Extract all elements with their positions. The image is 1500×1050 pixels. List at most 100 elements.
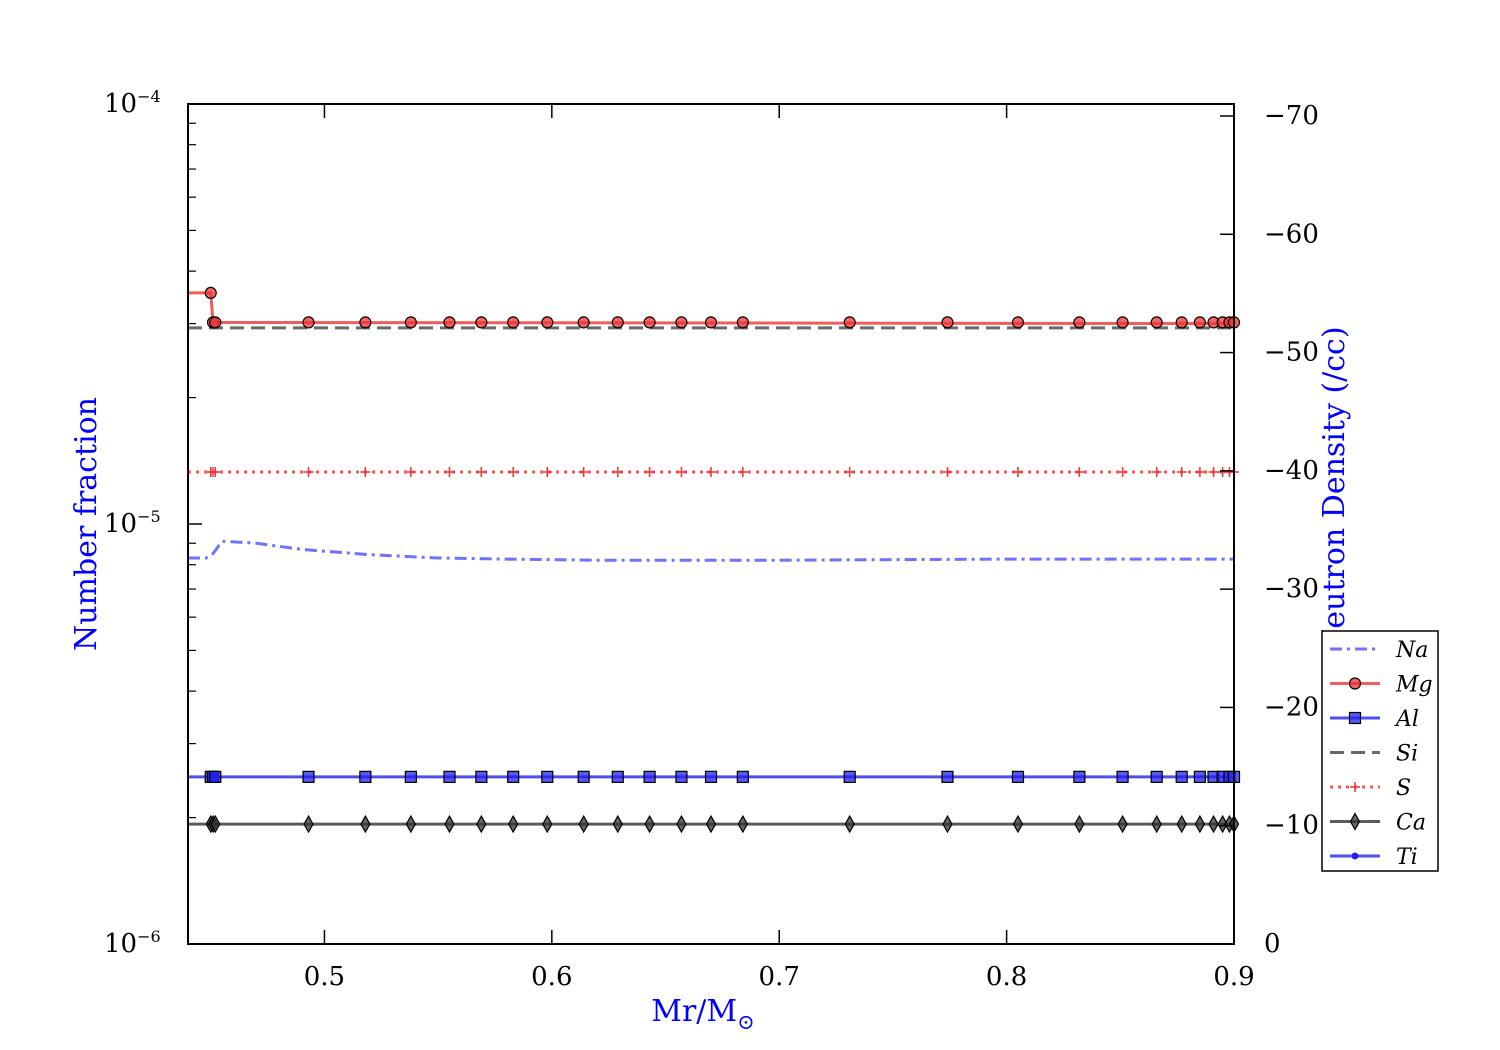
data-point-al (643, 770, 656, 783)
data-point-s (360, 466, 371, 477)
legend-marker-s (1350, 782, 1360, 792)
data-point-al (475, 770, 488, 783)
data-point-ca (942, 814, 953, 834)
legend-label-ca: Ca (1396, 811, 1426, 836)
data-point-s (508, 466, 519, 477)
data-point-s (1194, 466, 1205, 477)
data-point-mg (204, 286, 217, 300)
data-point-al (1116, 770, 1129, 783)
axis-tick-labels: 0.5 0.6 0.7 0.8 0.910−610−510−40−10−20−30−40… (104, 87, 1319, 992)
data-point-ca (644, 814, 655, 834)
data-point-s (444, 466, 455, 477)
data-point-ca (1151, 814, 1162, 834)
data-point-al (404, 770, 417, 783)
data-point-mg (475, 316, 488, 329)
y-tick-label: 10−4 (104, 87, 161, 119)
x-tick-label: 0.7 (759, 962, 800, 992)
data-point-ca (1194, 814, 1206, 834)
data-point-mg (643, 316, 656, 329)
x-axis-label-sub: ⊙ (737, 1010, 755, 1034)
data-point-s (844, 466, 855, 477)
plot-markers (204, 286, 1241, 834)
legend-label-al: Al (1394, 707, 1419, 732)
data-point-mg (1193, 316, 1206, 329)
data-point-mg (1011, 316, 1025, 329)
data-point-ca (476, 814, 487, 834)
data-point-mg (541, 316, 554, 329)
legend: Na Mg Al Si S Ca Ti (1321, 630, 1439, 872)
data-point-mg (1073, 316, 1086, 329)
data-point-mg (1116, 316, 1129, 329)
y2-tick-label: −70 (1264, 101, 1319, 131)
data-point-mg (359, 316, 372, 329)
data-point-ca (405, 814, 417, 834)
data-point-s (644, 466, 655, 477)
y-axis-label: Number fraction (69, 397, 104, 651)
data-point-mg (577, 316, 590, 329)
x-tick-label: 0.9 (1213, 962, 1254, 992)
data-point-al (1011, 770, 1025, 783)
y2-tick-label: −10 (1264, 811, 1319, 841)
y2-tick-label: −20 (1264, 692, 1319, 722)
data-point-mg (843, 316, 856, 329)
data-point-ca (1012, 814, 1024, 834)
data-point-s (542, 466, 553, 477)
data-point-al (843, 770, 856, 783)
data-point-s (405, 466, 416, 477)
data-point-al (736, 770, 749, 783)
x-tick-label: 0.8 (986, 962, 1027, 992)
y-tick-exponent: −6 (137, 927, 161, 946)
axis-ticks (188, 103, 1235, 945)
data-point-al (541, 770, 554, 783)
data-point-s (737, 466, 748, 477)
data-point-mg (404, 316, 417, 329)
data-point-al (1150, 770, 1163, 783)
legend-marker-al (1348, 711, 1362, 725)
data-point-al (359, 770, 372, 783)
data-point-s (612, 466, 623, 477)
data-point-mg (209, 316, 222, 329)
data-point-mg (1175, 316, 1188, 329)
data-point-s (303, 466, 314, 477)
y-tick-label: 10−5 (104, 507, 161, 539)
data-point-mg (443, 316, 456, 329)
data-point-mg (611, 316, 624, 329)
data-point-al (443, 770, 456, 783)
data-point-s (706, 466, 716, 477)
legend-label-mg: Mg (1395, 673, 1433, 698)
y-tick-label: 10−6 (104, 927, 161, 959)
data-point-ca (210, 814, 221, 834)
x-axis-label: Mr/M⊙ (651, 994, 755, 1034)
y-tick-exponent: −5 (137, 507, 161, 526)
plot-lines (188, 291, 1235, 826)
data-point-al (611, 770, 624, 783)
data-point-ca (705, 814, 717, 834)
legend-items: Na Mg Al Si S Ca Ti (1330, 638, 1433, 870)
data-point-mg (1150, 316, 1163, 329)
x-tick-label: 0.6 (531, 962, 572, 992)
data-point-al (675, 770, 688, 783)
data-point-mg (675, 316, 688, 329)
data-point-al (302, 770, 315, 783)
data-point-s (1012, 466, 1023, 477)
legend-label-ti: Ti (1396, 845, 1418, 870)
data-point-al (209, 770, 222, 783)
data-point-ca (507, 814, 519, 834)
y-tick-base: 10 (104, 509, 137, 539)
data-point-al (1193, 770, 1206, 783)
data-point-mg (736, 316, 749, 329)
y2-tick-label: −40 (1264, 456, 1319, 486)
data-point-al (941, 770, 954, 783)
data-point-ca (676, 814, 687, 834)
y2-tick-label: −50 (1264, 338, 1319, 368)
data-point-ca (737, 814, 749, 834)
data-point-al (1073, 770, 1086, 783)
y-tick-base: 10 (104, 89, 137, 119)
data-point-mg (941, 316, 954, 329)
data-point-ca (578, 814, 589, 834)
legend-marker-ca (1349, 812, 1361, 831)
data-point-mg (507, 316, 520, 329)
data-point-mg (302, 316, 315, 329)
data-point-s (476, 466, 487, 477)
y2-tick-label: 0 (1264, 929, 1281, 959)
